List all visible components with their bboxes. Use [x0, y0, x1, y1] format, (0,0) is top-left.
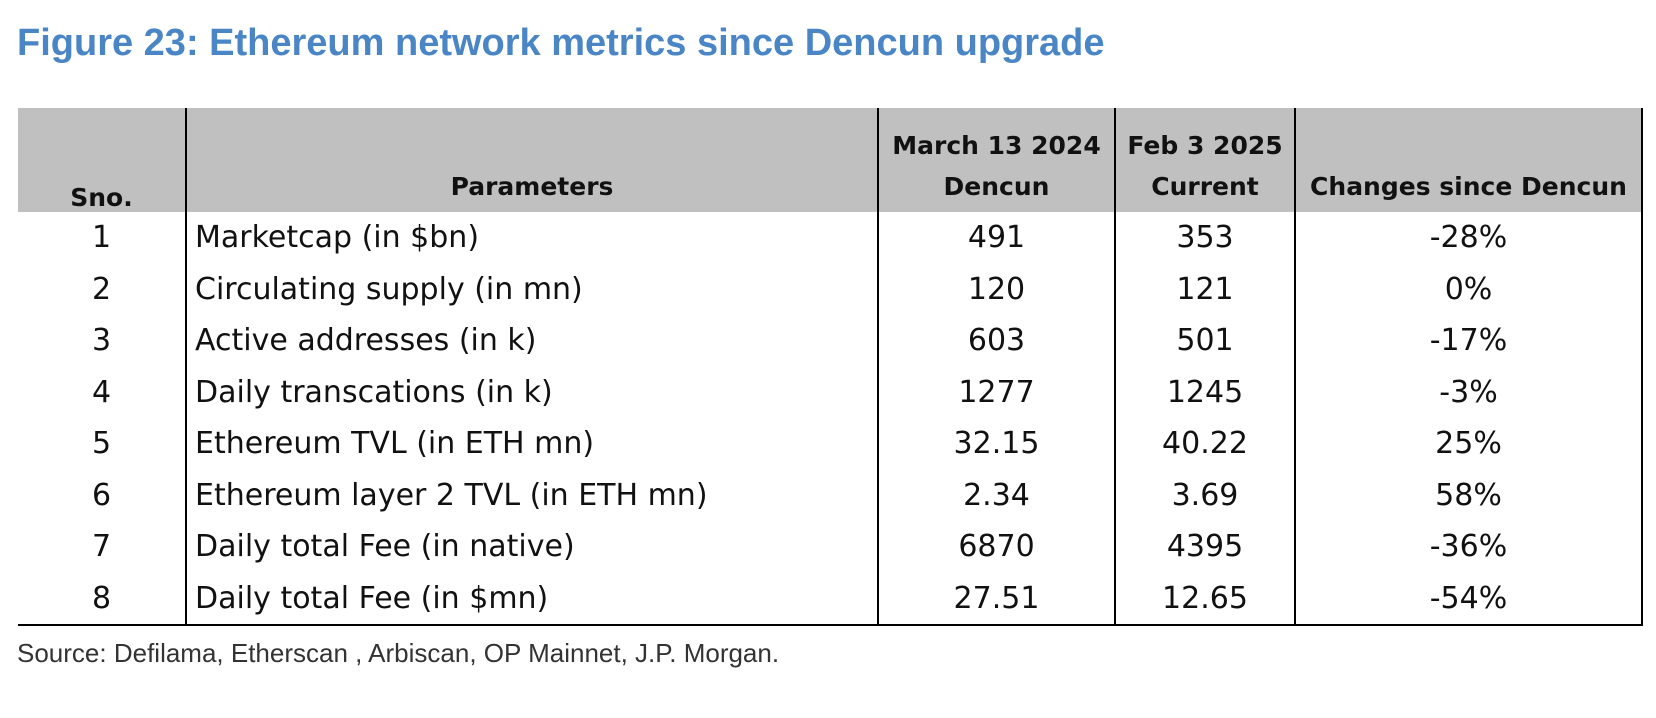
cell-sno: 7 — [91, 529, 112, 565]
cell-sno: 1 — [91, 220, 112, 256]
cell-change-value: 0% — [1294, 263, 1642, 315]
cell-parameter: Ethereum layer 2 TVL (in ETH mn) — [185, 469, 878, 521]
cell-sno: 2 — [91, 271, 112, 307]
cell-dencun-value: 603 — [877, 315, 1115, 367]
table-row: 5 Ethereum TVL (in ETH mn) 32.15 40.22 25% — [18, 418, 1642, 470]
table-row: 1 Marketcap (in $bn) 491 353 -28% — [18, 212, 1642, 264]
source-note: Source: Defilama, Etherscan , Arbiscan, … — [17, 638, 780, 668]
table-row: 4 Daily transcations (in k) 1277 1245 -3% — [18, 366, 1642, 418]
cell-current-value: 353 — [1114, 212, 1295, 264]
table-header: Sno. Parameters March 13 2024 Feb 3 2025… — [18, 108, 1642, 212]
cell-change-value: -28% — [1294, 212, 1642, 264]
table-row: 6 Ethereum layer 2 TVL (in ETH mn) 2.34 3.6… — [18, 469, 1642, 521]
cell-current-value: 3.69 — [1114, 469, 1295, 521]
cell-change-value: -54% — [1294, 572, 1642, 626]
header-changes: Changes since Dencun — [1294, 108, 1642, 212]
cell-parameter: Circulating supply (in mn) — [185, 263, 878, 315]
cell-parameter: Ethereum TVL (in ETH mn) — [185, 418, 878, 470]
header-row-labels: Dencun Current — [18, 160, 1642, 212]
cell-current-value: 1245 — [1114, 366, 1295, 418]
cell-current-value: 501 — [1114, 315, 1295, 367]
header-current-date: Feb 3 2025 — [1114, 108, 1295, 160]
header-row-dates: Sno. Parameters March 13 2024 Feb 3 2025… — [18, 108, 1642, 212]
cell-parameter: Marketcap (in $bn) — [185, 212, 878, 264]
cell-sno: 6 — [91, 477, 112, 513]
metrics-table: Sno. Parameters March 13 2024 Feb 3 2025… — [18, 108, 1643, 626]
cell-dencun-value: 2.34 — [877, 469, 1115, 521]
cell-dencun-value: 1277 — [877, 366, 1115, 418]
table-row: 7 Daily total Fee (in native) 6870 4395 -36% — [18, 521, 1642, 573]
cell-current-value: 40.22 — [1114, 418, 1295, 470]
figure-title: Figure 23: Ethereum network metrics sinc… — [17, 22, 1105, 64]
header-dencun-date: March 13 2024 — [877, 108, 1115, 160]
header-parameters: Parameters — [185, 108, 878, 212]
cell-dencun-value: 27.51 — [877, 572, 1115, 626]
cell-parameter: Active addresses (in k) — [185, 315, 878, 367]
cell-change-value: 58% — [1294, 469, 1642, 521]
header-current-label: Current — [1114, 160, 1295, 212]
cell-change-value: -36% — [1294, 521, 1642, 573]
table-row: 3 Active addresses (in k) 603 501 -17% — [18, 315, 1642, 367]
cell-change-value: -17% — [1294, 315, 1642, 367]
cell-dencun-value: 6870 — [877, 521, 1115, 573]
cell-dencun-value: 120 — [877, 263, 1115, 315]
cell-current-value: 121 — [1114, 263, 1295, 315]
header-dencun-label: Dencun — [877, 160, 1115, 212]
cell-dencun-value: 491 — [877, 212, 1115, 264]
table-body: 1 Marketcap (in $bn) 491 353 -28% 2 Circulatin… — [18, 212, 1642, 626]
cell-sno: 4 — [91, 374, 112, 410]
cell-sno: 3 — [91, 323, 112, 359]
cell-change-value: -3% — [1294, 366, 1642, 418]
cell-parameter: Daily total Fee (in $mn) — [185, 572, 878, 626]
cell-sno: 5 — [91, 426, 112, 462]
header-sno: Sno. — [18, 108, 186, 212]
cell-parameter: Daily total Fee (in native) — [185, 521, 878, 573]
table-row: 2 Circulating supply (in mn) 120 121 0% — [18, 263, 1642, 315]
cell-dencun-value: 32.15 — [877, 418, 1115, 470]
cell-sno: 8 — [18, 572, 186, 626]
cell-parameter: Daily transcations (in k) — [185, 366, 878, 418]
cell-change-value: 25% — [1294, 418, 1642, 470]
cell-current-value: 12.65 — [1114, 572, 1295, 626]
cell-current-value: 4395 — [1114, 521, 1295, 573]
table-row: 8 Daily total Fee (in $mn) 27.51 12.65 -54% — [18, 572, 1642, 626]
